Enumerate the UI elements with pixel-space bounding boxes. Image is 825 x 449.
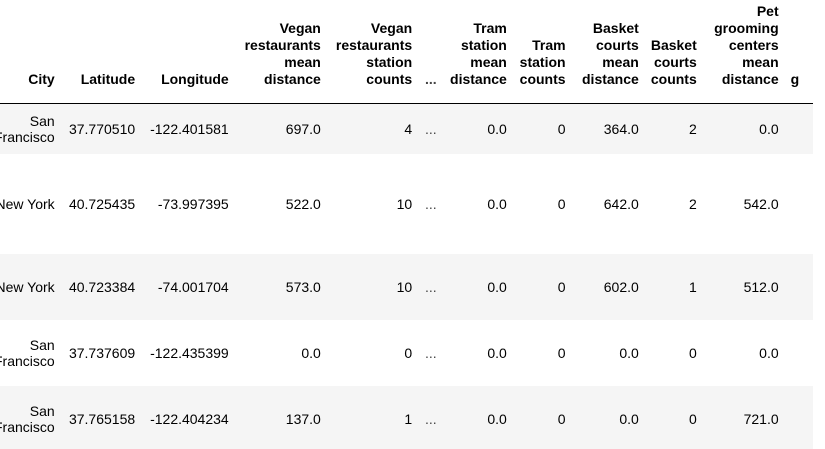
- cell-basket-mean-distance: 0.0: [619, 344, 639, 361]
- col-header-latitude: Latitude: [60, 0, 142, 104]
- col-header-basket-mean-distance: Basket courts mean distance: [571, 0, 645, 104]
- cell-basket-mean-distance: 0.0: [619, 410, 639, 427]
- cell-ellipsis: ...: [425, 344, 437, 361]
- col-header-truncated: g: [784, 0, 813, 104]
- col-header-city: City: [0, 0, 61, 104]
- cell-longitude: -122.404234: [150, 410, 229, 427]
- cell-latitude: 37.737609: [68, 344, 136, 361]
- cell-latitude: 37.765158: [68, 410, 136, 427]
- cell-tram-mean-distance: 0.0: [487, 195, 507, 212]
- cell-vegan-station-counts: 0: [404, 344, 413, 361]
- header-row: City Latitude Longitude Vegan restaurant…: [0, 0, 813, 104]
- cell-truncated: [785, 386, 813, 449]
- table-row: San Francisco 37.737609 -122.435399 0.0 …: [0, 319, 813, 386]
- cell-basket-counts: 0: [688, 410, 697, 427]
- cell-tram-mean-distance: 0.0: [487, 278, 507, 295]
- cell-pet-grooming-mean-distance: 0.0: [759, 120, 779, 137]
- cell-city: San Francisco: [0, 402, 55, 435]
- col-header-vegan-mean-distance: Vegan restaurants mean distance: [234, 0, 327, 104]
- col-header-tram-counts: Tram station counts: [512, 0, 572, 104]
- cell-latitude: 40.725435: [68, 195, 136, 212]
- cell-longitude: -73.997395: [157, 195, 229, 212]
- table-row: San Francisco 37.765158 -122.404234 137.…: [0, 385, 813, 449]
- cell-city: New York: [0, 195, 55, 212]
- table-row: New York 40.723384 -74.001704 573.0 10 .…: [0, 253, 813, 320]
- col-header-longitude: Longitude: [141, 0, 235, 104]
- cell-truncated: [785, 320, 813, 386]
- cell-longitude: -74.001704: [157, 278, 229, 295]
- table-row: New York 40.725435 -73.997395 522.0 10 .…: [0, 153, 813, 254]
- cell-tram-mean-distance: 0.0: [487, 344, 507, 361]
- col-header-ellipsis: ...: [418, 0, 444, 104]
- cell-basket-mean-distance: 642.0: [603, 195, 639, 212]
- cell-vegan-station-counts: 10: [396, 278, 413, 295]
- cell-tram-counts: 0: [557, 410, 566, 427]
- cell-tram-counts: 0: [557, 278, 566, 295]
- cell-truncated: [785, 154, 813, 254]
- cell-ellipsis: ...: [425, 278, 437, 295]
- cell-vegan-mean-distance: 697.0: [285, 120, 321, 137]
- col-header-pet-grooming-mean-distance: Pet grooming centers mean distance: [702, 0, 785, 104]
- cell-basket-mean-distance: 602.0: [603, 278, 639, 295]
- cell-city: San Francisco: [0, 336, 55, 369]
- cell-ellipsis: ...: [425, 120, 437, 137]
- cell-basket-counts: 2: [688, 120, 697, 137]
- cell-truncated: [785, 104, 813, 154]
- cell-city: San Francisco: [0, 112, 55, 145]
- cell-pet-grooming-mean-distance: 542.0: [743, 195, 779, 212]
- table-body: San Francisco 37.770510 -122.401581 697.…: [0, 103, 813, 449]
- cell-vegan-mean-distance: 0.0: [301, 344, 321, 361]
- cell-tram-mean-distance: 0.0: [487, 410, 507, 427]
- cell-vegan-mean-distance: 522.0: [285, 195, 321, 212]
- col-header-vegan-station-counts: Vegan restaurants station counts: [326, 0, 419, 104]
- cell-vegan-mean-distance: 573.0: [285, 278, 321, 295]
- cell-pet-grooming-mean-distance: 512.0: [743, 278, 779, 295]
- cell-basket-counts: 2: [688, 195, 697, 212]
- table-header: City Latitude Longitude Vegan restaurant…: [0, 0, 813, 104]
- cell-vegan-station-counts: 1: [404, 410, 413, 427]
- cell-latitude: 37.770510: [68, 120, 136, 137]
- cell-truncated: [785, 254, 813, 320]
- cell-longitude: -122.401581: [150, 120, 229, 137]
- table-row: San Francisco 37.770510 -122.401581 697.…: [0, 103, 813, 154]
- cell-city: New York: [0, 278, 55, 295]
- cell-basket-mean-distance: 364.0: [603, 120, 639, 137]
- cell-pet-grooming-mean-distance: 721.0: [743, 410, 779, 427]
- cell-tram-counts: 0: [557, 120, 566, 137]
- cell-longitude: -122.435399: [150, 344, 229, 361]
- col-header-basket-counts: Basket courts counts: [644, 0, 703, 104]
- cell-tram-mean-distance: 0.0: [487, 120, 507, 137]
- cell-vegan-station-counts: 4: [404, 120, 413, 137]
- col-header-tram-mean-distance: Tram station mean distance: [443, 0, 513, 104]
- cell-vegan-station-counts: 10: [396, 195, 413, 212]
- cell-ellipsis: ...: [425, 195, 437, 212]
- cell-tram-counts: 0: [557, 344, 566, 361]
- cell-latitude: 40.723384: [68, 278, 136, 295]
- cell-vegan-mean-distance: 137.0: [285, 410, 321, 427]
- cell-tram-counts: 0: [557, 195, 566, 212]
- cell-pet-grooming-mean-distance: 0.0: [759, 344, 779, 361]
- cell-basket-counts: 0: [688, 344, 697, 361]
- cell-ellipsis: ...: [425, 410, 437, 427]
- cell-basket-counts: 1: [688, 278, 697, 295]
